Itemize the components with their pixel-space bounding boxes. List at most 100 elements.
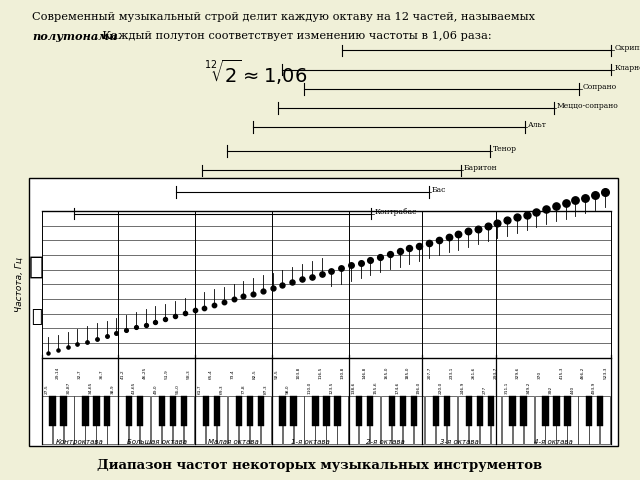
Bar [568,396,577,444]
Bar [400,396,406,426]
Text: Тенор: Тенор [493,145,517,153]
Text: 370: 370 [538,371,541,379]
Bar [181,396,187,426]
Text: 92,5: 92,5 [275,370,278,379]
Text: 2-я октава: 2-я октава [366,440,404,445]
Bar [502,396,512,444]
Bar [436,396,446,444]
Bar [85,396,95,444]
Text: 277: 277 [483,385,486,394]
Bar [356,396,362,426]
Text: 65,4: 65,4 [209,370,213,379]
Text: Диапазон частот некоторых музыкальных инструментов: Диапазон частот некоторых музыкальных ин… [97,459,543,472]
Text: 329,6: 329,6 [516,367,520,379]
Text: Альт: Альт [528,121,547,129]
Bar [534,396,545,444]
Bar [316,396,326,444]
Text: Современный музыкальный строй делит каждую октаву на 12 частей, называемых: Современный музыкальный строй делит кажд… [32,12,535,22]
Bar [491,396,501,444]
Bar [520,396,527,426]
Bar [326,396,337,444]
Text: Бас: Бас [432,186,446,194]
Bar [509,396,516,426]
Bar [444,396,450,426]
Bar [348,396,358,444]
Text: 130,8: 130,8 [340,367,344,379]
Bar [49,396,56,426]
Text: 32,7: 32,7 [77,370,81,379]
Bar [104,396,111,426]
Text: 174,6: 174,6 [395,381,399,394]
Bar [250,396,260,444]
Text: 49,0: 49,0 [154,384,158,394]
Text: 73,4: 73,4 [231,370,235,379]
Bar [589,396,600,444]
Text: 69,3: 69,3 [220,384,224,394]
Bar [381,396,391,444]
Text: Частота, Гц: Частота, Гц [15,257,24,312]
Text: 61,7: 61,7 [198,384,202,394]
Bar [52,396,63,444]
Text: Скрипка: Скрипка [614,45,640,52]
Bar [458,396,468,444]
Bar [294,396,304,444]
Bar [411,396,417,426]
Text: $\sqrt[12]{2} \approx 1{,}06$: $\sqrt[12]{2} \approx 1{,}06$ [204,58,308,87]
Bar [118,396,129,444]
Bar [564,396,571,426]
Text: 27,5: 27,5 [45,384,49,394]
Bar [97,396,106,444]
Text: 55,0: 55,0 [176,384,180,394]
Bar [151,396,161,444]
Text: 440: 440 [570,385,574,394]
Text: 43,65: 43,65 [132,381,136,394]
Bar [545,396,556,444]
Bar [203,396,209,426]
Bar [524,396,534,444]
Text: 220,0: 220,0 [439,381,443,394]
Bar [334,396,340,426]
Text: 466,2: 466,2 [581,367,585,379]
Bar [280,396,286,426]
Bar [93,396,100,426]
Bar [173,396,183,444]
Text: полутонами: полутонами [32,31,117,42]
Text: 415,3: 415,3 [559,367,563,379]
Text: 34,65: 34,65 [88,381,92,394]
Bar [556,396,566,444]
Bar [597,396,604,426]
Bar [260,396,271,444]
Text: 58,3: 58,3 [187,370,191,379]
Bar [257,396,264,426]
Bar [367,396,373,426]
Bar [214,396,220,426]
Bar [108,396,118,444]
Text: 155,6: 155,6 [373,381,377,394]
Text: 87,3: 87,3 [264,384,268,394]
Bar [600,396,611,444]
Text: 523,3: 523,3 [603,367,607,379]
Text: 311,1: 311,1 [504,381,509,394]
Text: 246,9: 246,9 [461,381,465,394]
Bar [468,396,479,444]
Bar [579,396,589,444]
Bar [466,396,472,426]
Bar [63,396,74,444]
Bar [553,396,559,426]
Bar [129,396,140,444]
Text: 82,5: 82,5 [253,370,257,379]
Text: 196,0: 196,0 [417,381,421,394]
Bar [513,396,523,444]
Text: Сопрано: Сопрано [582,83,616,91]
Bar [82,396,88,426]
Text: 98,0: 98,0 [285,384,289,394]
Text: 38,9: 38,9 [110,384,115,394]
Text: 185,0: 185,0 [406,367,410,379]
Text: 36,7: 36,7 [99,370,103,379]
Bar [477,396,483,426]
Bar [370,396,380,444]
Text: 146,8: 146,8 [362,367,366,379]
Text: 29,14: 29,14 [56,367,60,379]
Text: 𝄞: 𝄞 [29,254,44,278]
Bar [542,396,548,426]
